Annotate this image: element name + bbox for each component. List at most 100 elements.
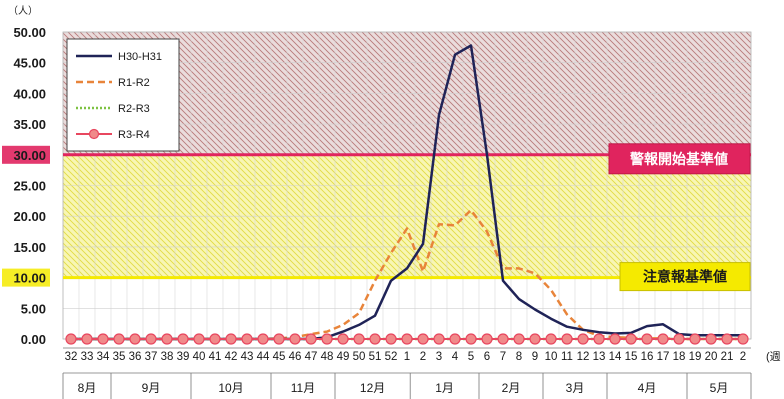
y-tick-label: 50.00 [13,25,46,40]
series-point [289,333,301,345]
month-label: 10月 [218,381,243,395]
series-point [721,333,733,345]
series-point [321,333,333,345]
series-point [145,333,157,345]
series-point [705,333,717,345]
x-tick-label: 43 [241,351,254,363]
alert-badge-label: 警報開始基準値 [630,151,728,167]
month-label: 9月 [142,381,161,395]
y-tick-label: 35.00 [13,117,46,132]
series-point [561,333,573,345]
x-tick-label: 49 [337,351,350,363]
highlight-tick-bg [2,145,50,164]
series-layer [65,44,749,345]
x-tick-label: 21 [721,351,734,363]
series-point [273,333,285,345]
y-axis-unit: （人） [8,5,38,17]
x-tick-label: 11 [561,351,573,363]
y-tick-label: 20.00 [13,209,46,224]
y-tick-label: 25.00 [13,179,46,194]
legend: H30-H31 R1-R2 R2-R3 R3-R4 [66,38,180,152]
x-tick-label: 2 [420,351,426,363]
month-label: 3月 [566,381,585,395]
legend-label: R3-R4 [118,129,150,141]
x-tick-label: 7 [500,351,506,363]
legend-marker [88,128,100,140]
x-tick-label: 8 [516,351,522,363]
y-tick-label: 40.00 [13,86,46,101]
x-tick-label: 32 [65,351,78,363]
series-point [737,333,749,345]
series-point [209,333,221,345]
month-label: 5月 [710,381,729,395]
x-tick-label: 35 [113,351,126,363]
x-tick-label: 3 [436,351,442,363]
x-tick-label: 20 [705,351,718,363]
x-tick-label: 1 [404,351,410,363]
caution-badge [619,262,751,292]
x-tick-label: 39 [177,351,190,363]
series-point [481,333,493,345]
x-tick-label: 16 [641,351,654,363]
y-tick-label: 45.00 [13,56,46,71]
x-tick-label: 18 [673,351,686,363]
highlight-tick-bg [2,268,50,287]
month-label: 11月 [291,381,315,395]
month-label: 1月 [435,381,454,395]
series-point [241,333,253,345]
x-tick-label: 40 [193,351,206,363]
x-tick-label: 9 [532,351,538,363]
series-point [577,333,589,345]
legend-label: H30-H31 [118,51,162,63]
series-point [65,333,77,345]
x-tick-label: 15 [625,351,638,363]
x-tick-label: 38 [161,351,174,363]
series-point [177,333,189,345]
y-axis: 0.00 5.00 10.00 15.00 20.00 25.00 30.00 35.00 40… [2,25,50,347]
series-point [113,333,125,345]
x-tick-label: 45 [273,351,286,363]
series-point [97,333,109,345]
legend-box [66,38,180,152]
x-tick-label: 6 [484,351,490,363]
series-point [401,333,413,345]
x-tick-label: 12 [577,351,590,363]
series-point [529,333,541,345]
x-tick-label: 17 [657,351,670,363]
x-tick-label: 44 [257,351,270,363]
x-axis: 32 33 34 35 36 37 38 39 40 41 42 43 44 45 46 47 48 49 50 51… [62,347,781,399]
series-point [417,333,429,345]
x-tick-label: 50 [353,351,366,363]
series-point [689,333,701,345]
x-tick-label: 14 [609,351,622,363]
series-point [257,333,269,345]
series-point [385,333,397,345]
x-tick-label: 2 [740,351,746,363]
series-point [353,333,365,345]
series-point [433,333,445,345]
series-point [513,333,525,345]
series-point [625,333,637,345]
month-label: 2月 [502,381,521,395]
series-point [337,333,349,345]
x-tick-label: 46 [289,351,302,363]
series-point [497,333,509,345]
x-tick-label: 33 [81,351,94,363]
series-point [305,333,317,345]
series-point [369,333,381,345]
y-tick-label: 0.00 [21,332,46,347]
y-tick-label: 10.00 [13,271,46,286]
series-point [593,333,605,345]
x-tick-label: 34 [97,351,110,363]
series-point [161,333,173,345]
series-point [657,333,669,345]
x-tick-label: 41 [209,351,222,363]
y-tick-label: 15.00 [13,240,46,255]
series-point [193,333,205,345]
x-tick-label: 19 [689,351,702,363]
x-tick-label: 36 [129,351,142,363]
month-label: 4月 [638,381,657,395]
series-point [225,333,237,345]
